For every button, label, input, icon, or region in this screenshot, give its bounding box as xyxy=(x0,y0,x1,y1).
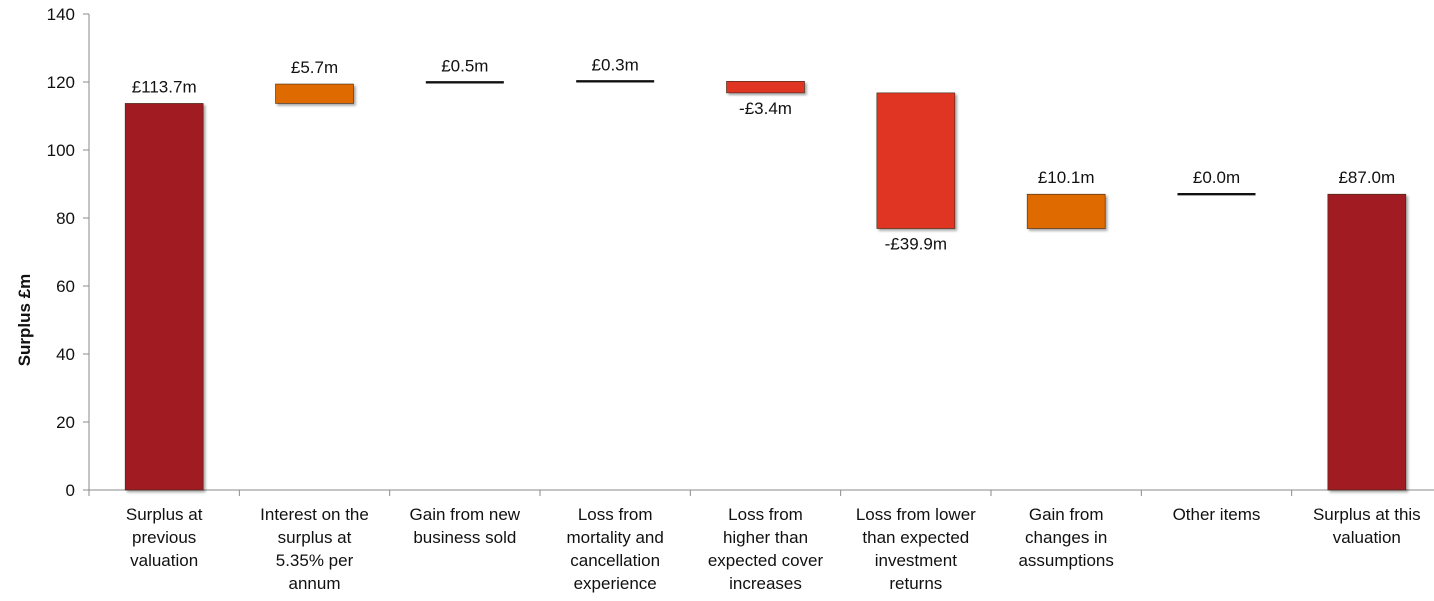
data-label: £0.5m xyxy=(441,56,488,75)
x-tick-label: Loss from lower than expected investment re… xyxy=(856,505,976,593)
x-tick-label-line: valuation xyxy=(130,551,198,570)
y-tick-label: 20 xyxy=(56,413,75,432)
waterfall-bar xyxy=(726,81,805,94)
data-label: £10.1m xyxy=(1038,168,1095,187)
x-tick-label-line: experience xyxy=(574,574,657,593)
x-tick-label-line: Surplus at this xyxy=(1313,505,1421,524)
x-tick-label-line: mortality and xyxy=(567,528,664,547)
x-tick-label-line: changes in xyxy=(1025,528,1107,547)
x-tick-label-line: Surplus at xyxy=(126,505,203,524)
waterfall-bar xyxy=(124,103,204,491)
y-tick-label: 60 xyxy=(56,277,75,296)
x-tick-label-line: returns xyxy=(889,574,942,593)
x-tick-label-line: higher than xyxy=(723,528,808,547)
x-tick-label: Other items xyxy=(1173,505,1261,524)
x-tick-label-line: annum xyxy=(289,574,341,593)
x-tick-label-line: assumptions xyxy=(1018,551,1113,570)
data-label: £113.7m xyxy=(132,77,197,96)
data-label: -£39.9m xyxy=(885,235,947,254)
x-tick-label-line: previous xyxy=(132,528,196,547)
y-tick-label: 120 xyxy=(47,73,75,92)
x-tick-label-line: Loss from xyxy=(578,505,653,524)
x-tick-label: Loss from mortality and cancellation experi… xyxy=(567,505,664,593)
y-tick-label: 0 xyxy=(66,481,75,500)
data-label: £0.3m xyxy=(592,55,639,74)
waterfall-bar xyxy=(275,83,354,104)
waterfall-bar xyxy=(1026,193,1106,229)
x-tick-label-line: Gain from xyxy=(1029,505,1104,524)
data-label: -£3.4m xyxy=(739,99,792,118)
data-label: £5.7m xyxy=(291,58,338,77)
x-tick-label: Surplus at previous valuation xyxy=(126,505,203,570)
y-tick-label: 80 xyxy=(56,209,75,228)
y-tick-label: 140 xyxy=(47,5,75,24)
y-axis-title: Surplus £m xyxy=(15,274,34,367)
x-tick-label-line: than expected xyxy=(862,528,969,547)
x-tick-label-line: 5.35% per xyxy=(276,551,354,570)
x-tick-label: Surplus at this valuation xyxy=(1313,505,1421,547)
x-tick-label-line: surplus at xyxy=(278,528,352,547)
x-tick-label: Gain from changes in assumptions xyxy=(1018,505,1113,570)
x-tick-label-line: Gain from new xyxy=(410,505,521,524)
x-tick-label-line: Interest on the xyxy=(260,505,369,524)
x-tick-label-line: expected cover xyxy=(708,551,824,570)
x-tick-label-line: Other items xyxy=(1173,505,1261,524)
waterfall-bar xyxy=(1327,193,1407,491)
data-label: £87.0m xyxy=(1338,168,1395,187)
x-tick-label-line: investment xyxy=(875,551,957,570)
x-tick-label-line: valuation xyxy=(1333,528,1401,547)
x-tick-label: Gain from new business sold xyxy=(410,505,521,547)
x-tick-label: Loss from higher than expected cover increa… xyxy=(708,505,824,593)
x-tick-label-line: Loss from xyxy=(728,505,803,524)
x-tick-label-line: business sold xyxy=(413,528,516,547)
x-tick-label-line: increases xyxy=(729,574,802,593)
y-tick-label: 100 xyxy=(47,141,75,160)
x-tick-label: Interest on the surplus at 5.35% per annum xyxy=(260,505,369,593)
x-tick-label-line: Loss from lower xyxy=(856,505,976,524)
data-label: £0.0m xyxy=(1193,168,1240,187)
waterfall-bar xyxy=(876,92,956,229)
y-tick-label: 40 xyxy=(56,345,75,364)
x-tick-label-line: cancellation xyxy=(570,551,660,570)
